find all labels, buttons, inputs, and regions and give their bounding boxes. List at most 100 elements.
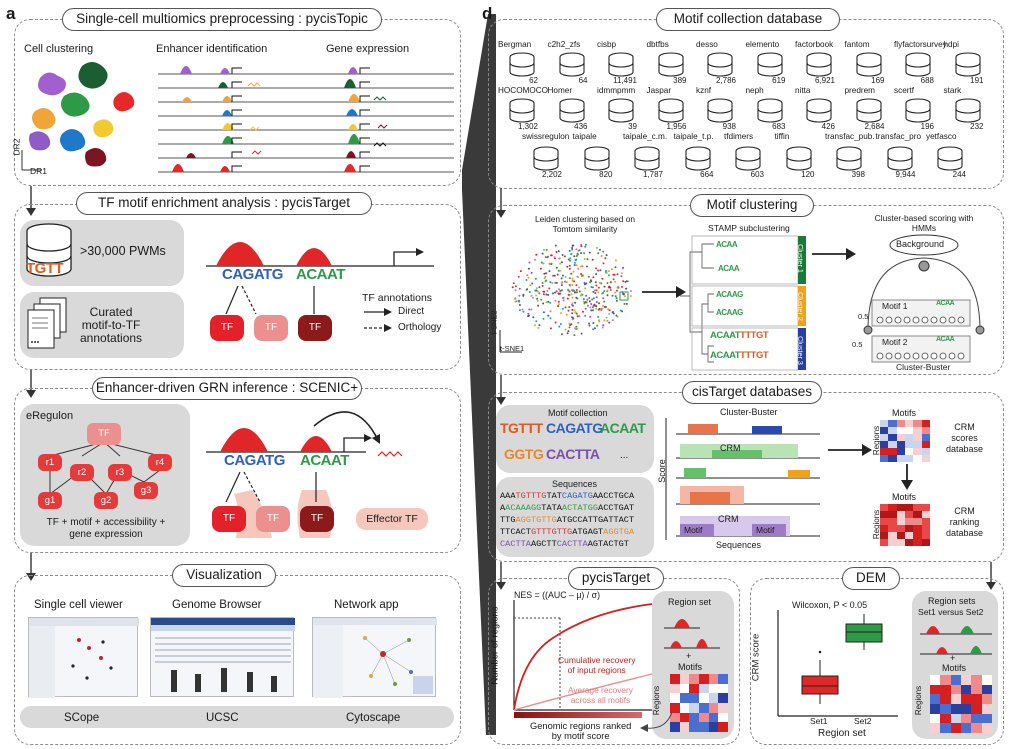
region-sets-peaks xyxy=(920,626,992,655)
pwm-count: >30,000 PWMs xyxy=(80,244,166,258)
app-heading-ucsc: Genome Browser xyxy=(172,599,262,611)
database-icon xyxy=(706,52,734,78)
tsne1-label: t-SNE1 xyxy=(500,344,525,353)
grn-tf-node-3: TF xyxy=(300,506,334,532)
sequence-segment: CACTTA xyxy=(556,539,588,549)
database-icon xyxy=(835,146,863,172)
app-footer-bar xyxy=(20,706,454,728)
motif-label-2: Motif xyxy=(756,525,775,535)
pycistarget-title: pycisTarget xyxy=(568,567,664,590)
sequence-segment: TGTTTG xyxy=(515,491,547,501)
sequence-line: AACAAAGGTATAACTATGGACCTGAT xyxy=(500,503,634,514)
recovery-ylabel: Number of regions xyxy=(489,606,501,685)
database-icon xyxy=(785,146,813,172)
motif-db-name: tiffin xyxy=(774,132,790,141)
score-axis-label: Score xyxy=(656,459,667,483)
motif-db-count: 683 xyxy=(772,122,786,131)
motif-db-count: 39 xyxy=(628,122,637,131)
motif-db-name: flyfactorsurvey xyxy=(894,40,947,49)
grn-title: Enhancer-driven GRN inference : SCENIC+ xyxy=(92,377,362,400)
region-set-peaks xyxy=(664,619,720,649)
transition-prob-2: 0.5 xyxy=(852,340,863,349)
database-icon xyxy=(886,146,914,172)
app-footer-cytoscape: Cytoscape xyxy=(346,712,401,724)
database-icon xyxy=(26,223,72,277)
database-icon xyxy=(508,98,536,124)
database-icon xyxy=(734,146,762,172)
motif1-state: Motif 1 xyxy=(882,301,908,311)
motif-db-count: 436 xyxy=(574,122,588,131)
regions-label-dem: Regions xyxy=(914,685,924,716)
cytoscape-screenshot xyxy=(312,617,437,698)
sequences-card xyxy=(496,477,654,557)
motif-db-count: 2,684 xyxy=(864,122,885,131)
motif-db-count: 1,956 xyxy=(666,122,687,131)
arrow-to-scores-db xyxy=(828,444,872,456)
panel-letter-a: a xyxy=(6,4,16,23)
legend-arrows xyxy=(364,308,392,332)
cluster-buster-hmm-label: Cluster-Buster xyxy=(896,362,951,372)
stamp-logo-1: ACAA xyxy=(716,240,738,249)
stamp-label: STAMP subclustering xyxy=(708,223,790,233)
sequences-axis-label: Sequences xyxy=(716,540,762,550)
effector-tf-badge: Effector TF xyxy=(356,508,428,530)
motif-collection-card xyxy=(496,405,654,473)
database-icon xyxy=(532,146,560,172)
motif-logo-cagatg: CAGATG xyxy=(222,266,283,283)
motif-db-name: hdpi xyxy=(943,40,959,49)
motif-db-count: 398 xyxy=(851,170,865,179)
sequence-segment: CAGATG xyxy=(561,491,593,501)
grn-motif-logo-1: CAGATG xyxy=(224,452,285,469)
motif-db-name: dbtfbs xyxy=(646,40,669,49)
database-icon xyxy=(508,52,536,78)
stamp-logo-2: ACAA xyxy=(718,264,740,273)
eregulon-root-tf: TF xyxy=(87,423,121,445)
motifs-label-bottom: Motifs xyxy=(892,492,917,502)
crm-scores-db-label: CRM scores database xyxy=(946,422,984,454)
ranking-bar xyxy=(514,712,642,718)
eregulon-caption: TF + motif + accessibility + gene expres… xyxy=(46,517,166,540)
crm-label-1: CRM xyxy=(720,443,741,453)
cluster-blobs xyxy=(29,62,135,167)
motif-db-name: stark xyxy=(943,86,962,95)
app-heading-scope: Single cell viewer xyxy=(34,599,123,611)
crm-label-2: CRM xyxy=(718,514,739,524)
motif-logo-acaat: ACAAT xyxy=(296,266,345,283)
motif-db-count: 938 xyxy=(722,122,736,131)
motif-db-name: predrem xyxy=(844,86,876,95)
motif-db-name: elemento xyxy=(745,40,780,49)
motif-db-count: 664 xyxy=(700,170,714,179)
database-icon xyxy=(657,52,685,78)
sequence-line: TTCACTGTTTGTTGATGAGTAGGTGA xyxy=(500,527,634,538)
motif-db-name: kznf xyxy=(696,86,712,95)
gene-expression-label: Gene expression xyxy=(326,43,410,55)
hmm-logo-1: ACAA xyxy=(936,300,955,307)
dem-title: DEM xyxy=(842,567,900,590)
database-icon xyxy=(855,52,883,78)
enhancer-identification-label: Enhancer identification xyxy=(156,43,268,55)
dem-boxplot xyxy=(777,610,898,717)
sequence-line: TTGAGGTGTTGATGCCATTGATTACT xyxy=(500,515,634,526)
logo-ellipsis: ... xyxy=(620,450,629,461)
orthology-label: Orthology xyxy=(398,322,442,333)
motif-db-name: neph xyxy=(745,86,764,95)
cluster-3-label: Cluster 3 xyxy=(795,336,805,365)
motif-db-name: cisbp xyxy=(597,40,617,49)
database-icon xyxy=(805,52,833,78)
database-icon xyxy=(855,98,883,124)
motifs-label-pycistarget: Motifs xyxy=(678,662,703,672)
app-footer-ucsc: UCSC xyxy=(206,712,239,724)
region-node-r1: r1 xyxy=(38,454,62,471)
visualization-title: Visualization xyxy=(172,564,276,587)
database-icon xyxy=(936,146,964,172)
sequence-segment: ACTATGG xyxy=(561,503,599,513)
sequence-segment: AGCTT xyxy=(530,539,557,549)
plus-sign-dem: + xyxy=(950,653,956,663)
wilcoxon-label: Wilcoxon, P < 0.05 xyxy=(792,600,868,610)
motif-db-count: 1,302 xyxy=(517,122,538,131)
cluster-buster-label: Cluster-Buster xyxy=(720,407,778,417)
tf-motif-diagram xyxy=(206,242,434,315)
sequence-segment: TTG xyxy=(500,515,516,525)
dem-ylabel: CRM score xyxy=(750,633,762,682)
panel-connector-wedge xyxy=(462,14,496,735)
